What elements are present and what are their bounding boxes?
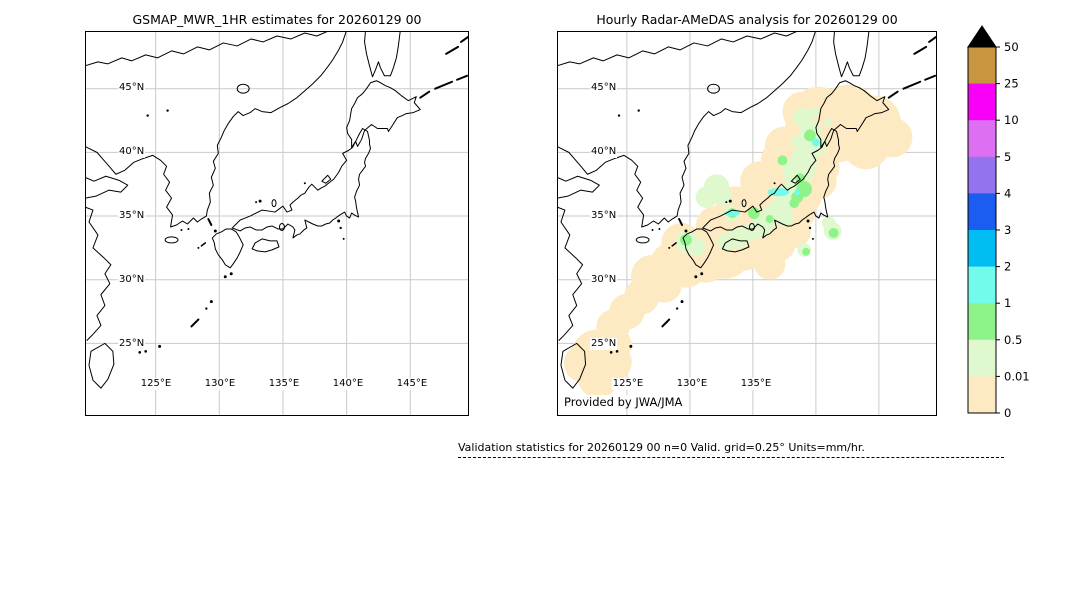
lon-label: 125°E: [140, 378, 172, 390]
figure-canvas: GSMAP_MWR_1HR estimates for 20260129 00 …: [0, 0, 1080, 612]
colorbar-tick-label: 5: [1004, 150, 1011, 164]
lat-label: 45°N: [590, 82, 617, 94]
lon-label: 125°E: [612, 378, 644, 390]
map-credit: Provided by JWA/JMA: [562, 395, 684, 409]
lat-label: 40°N: [118, 146, 145, 158]
lon-label: 130°E: [204, 378, 236, 390]
colorbar-tick-label: 1: [1004, 296, 1011, 310]
colorbar-tick-label: 0.5: [1004, 333, 1022, 347]
colorbar-tick-label: 10: [1004, 113, 1019, 127]
colorbar-segment: [968, 47, 996, 84]
colorbar-tick-label: 0.01: [1004, 369, 1030, 383]
colorbar-segment: [968, 157, 996, 194]
lon-label: 135°E: [268, 378, 300, 390]
colorbar-tick-label: 3: [1004, 223, 1011, 237]
colorbar-tick-label: 0: [1004, 406, 1011, 420]
lat-label: 30°N: [118, 274, 145, 286]
colorbar-segment: [968, 303, 996, 340]
lat-label: 25°N: [118, 338, 145, 350]
lat-label: 40°N: [590, 146, 617, 158]
lat-label: 35°N: [118, 210, 145, 222]
colorbar-segment: [968, 376, 996, 413]
lat-label: 35°N: [590, 210, 617, 222]
colorbar: 50 25 10 5 4 3 2 1 0.5 0.01 0: [963, 24, 1043, 424]
left-map-title: GSMAP_MWR_1HR estimates for 20260129 00: [85, 12, 469, 30]
colorbar-segment: [968, 120, 996, 157]
lat-label: 30°N: [590, 274, 617, 286]
lat-label: 45°N: [118, 82, 145, 94]
colorbar-segment: [968, 230, 996, 267]
lon-label: 130°E: [676, 378, 708, 390]
colorbar-tick-label: 50: [1004, 40, 1019, 54]
colorbar-segment: [968, 340, 996, 377]
lat-label: 25°N: [590, 338, 617, 350]
lon-label: 135°E: [740, 378, 772, 390]
colorbar-tick-label: 4: [1004, 186, 1011, 200]
lon-label: 140°E: [332, 378, 364, 390]
lon-label: 145°E: [396, 378, 428, 390]
colorbar-segment: [968, 84, 996, 121]
colorbar-tick-label: 25: [1004, 77, 1019, 91]
radar-amedas-map-panel: Provided by JWA/JMA 45°N 40°N 35°N 30°N 25°N…: [557, 31, 937, 416]
colorbar-segment: [968, 193, 996, 230]
colorbar-segment: [968, 267, 996, 304]
dashed-separator: [458, 457, 1004, 458]
validation-text: Validation statistics for 20260129 00 n=…: [458, 441, 865, 454]
colorbar-over-arrow: [968, 26, 996, 47]
right-map-title: Hourly Radar-AMeDAS analysis for 2026012…: [557, 12, 937, 30]
gsmap-map-panel: 45°N 40°N 35°N 30°N 25°N 125°E 130°E 135°E 140°E…: [85, 31, 469, 416]
colorbar-tick-label: 2: [1004, 260, 1011, 274]
